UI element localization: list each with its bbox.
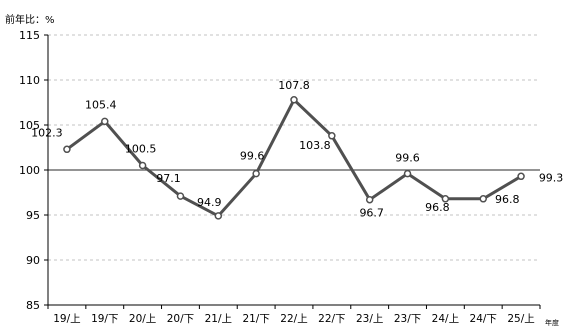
x-tick-label: 23/上 [356, 313, 383, 325]
data-point [138, 161, 147, 170]
x-tick-label: 25/上 [507, 313, 534, 325]
data-label: 100.5 [125, 143, 157, 156]
data-label: 94.9 [197, 196, 222, 209]
y-tick-label: 85 [26, 299, 40, 312]
y-tick-label: 95 [26, 209, 40, 222]
x-tick-label: 20/下 [167, 313, 194, 325]
x-tick-label: 21/上 [205, 313, 232, 325]
y-tick-label: 105 [19, 119, 40, 132]
data-labels: 102.3 105.4 100.5 97.1 94.9 99.6 107.8 103.8 96.… [31, 79, 563, 220]
x-tick-label: 19/下 [91, 313, 118, 325]
data-point [101, 117, 109, 126]
data-label: 96.8 [495, 193, 520, 206]
y-tick-label: 90 [26, 254, 40, 267]
x-tick-label: 24/下 [470, 313, 497, 325]
data-point [290, 96, 298, 104]
axes [44, 34, 541, 309]
data-label: 107.8 [278, 79, 310, 92]
x-tick-label: 21/下 [242, 313, 269, 325]
series-line-path [66, 98, 522, 218]
data-label: 99.3 [539, 171, 564, 184]
data-label: 96.7 [359, 207, 384, 220]
data-point [328, 132, 336, 140]
data-point [479, 195, 487, 203]
data-label: 99.6 [395, 152, 420, 165]
x-tick-labels: 19/上 19/下 20/上 20/下 21/上 21/下 22/上 22/下 23/上 23/下… [53, 313, 535, 325]
data-point [517, 172, 525, 181]
data-label: 97.1 [156, 172, 181, 185]
y-tick-label: 115 [19, 29, 40, 42]
data-point [441, 195, 450, 203]
x-tick-label: 22/下 [318, 313, 345, 325]
y-tick-label: 110 [19, 74, 40, 87]
data-label: 102.3 [31, 126, 63, 139]
x-tick-label: 23/下 [394, 313, 421, 325]
x-unit-label: 年度 [545, 319, 559, 327]
data-point [365, 195, 374, 204]
x-tick-label: 19/上 [53, 313, 80, 325]
data-point [403, 169, 412, 178]
y-tick-label: 100 [19, 164, 40, 177]
y-tick-labels: 85 90 95 100 105 110 115 [19, 29, 40, 312]
data-label: 103.8 [299, 139, 331, 152]
data-point [176, 192, 185, 200]
data-point [252, 169, 260, 178]
data-label: 99.6 [240, 150, 265, 163]
data-point [214, 212, 223, 220]
y-unit-label: 前年比：% [5, 15, 55, 26]
data-label: 96.8 [425, 201, 450, 214]
x-tick-label: 24/上 [432, 313, 459, 325]
grid-lines [48, 34, 540, 261]
data-label: 105.4 [85, 98, 117, 111]
x-tick-label: 20/上 [129, 313, 156, 325]
data-points [63, 96, 525, 220]
series-line [66, 98, 522, 218]
x-tick-label: 22/上 [280, 313, 307, 325]
data-point [63, 145, 71, 154]
